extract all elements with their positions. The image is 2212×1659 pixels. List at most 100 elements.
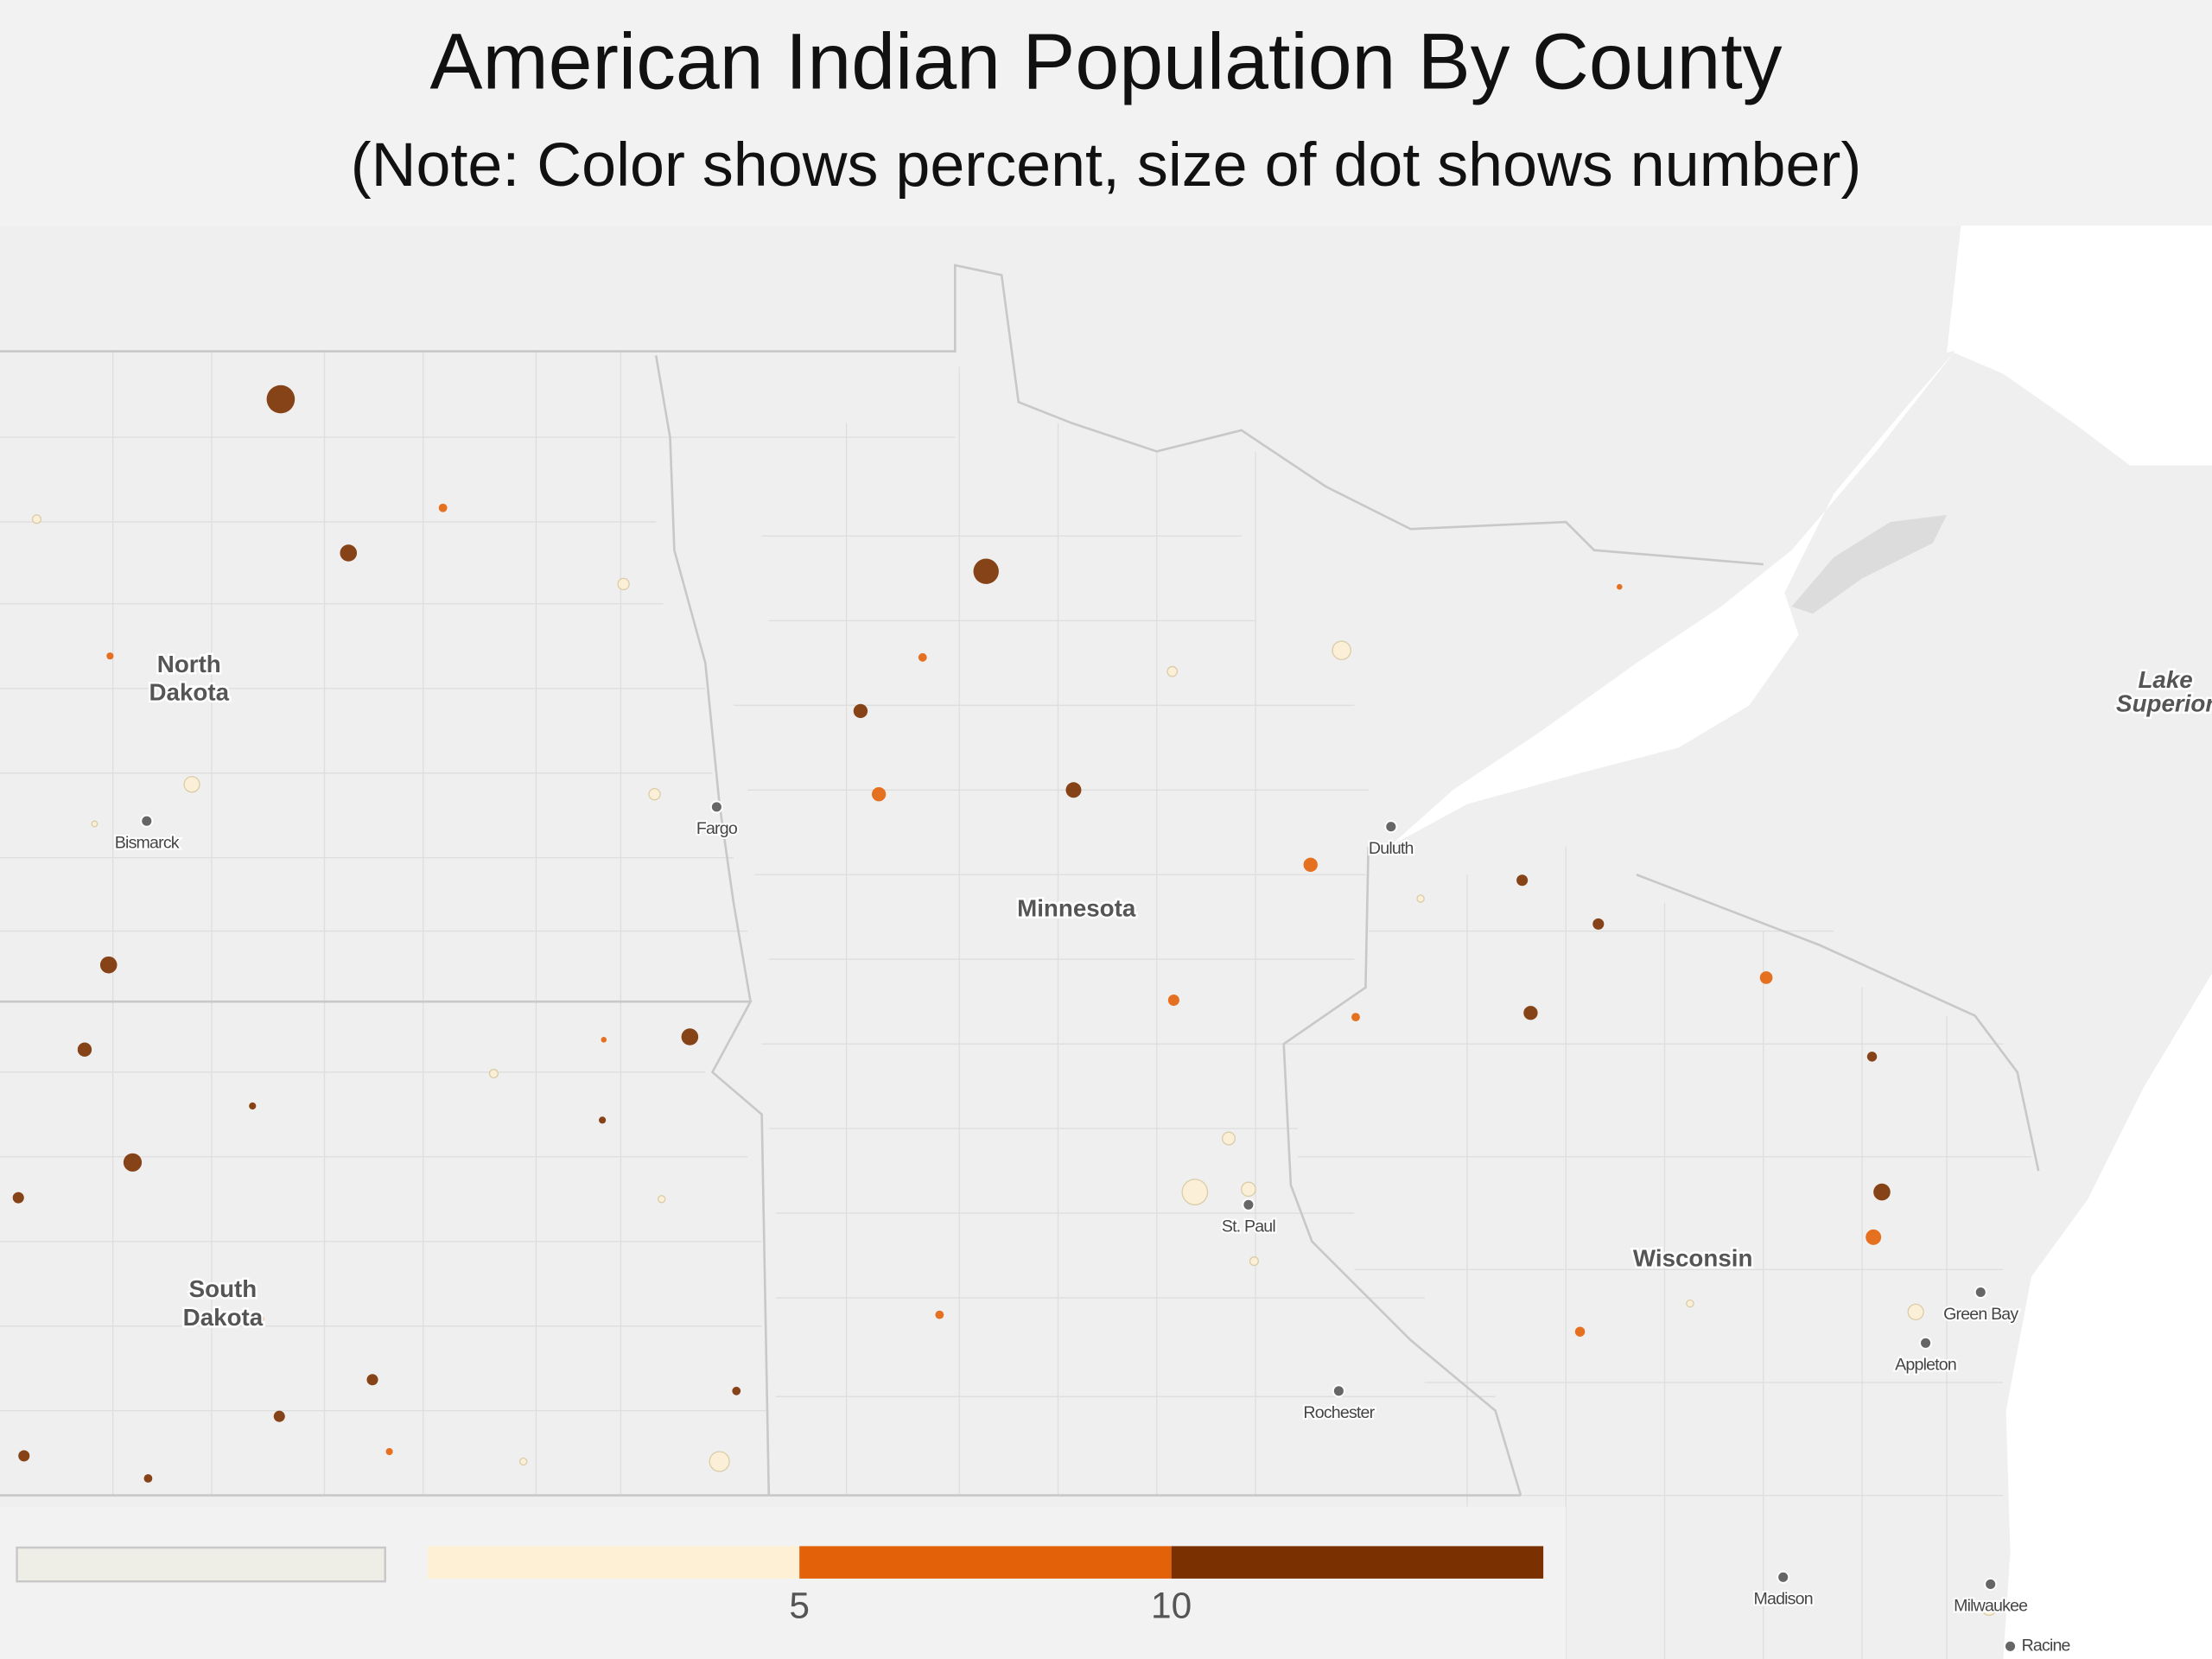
county-dot [1523, 1006, 1538, 1020]
city-marker [140, 814, 154, 828]
county-dot [973, 558, 999, 584]
city-label: Milwaukee [1954, 1597, 2028, 1616]
city-marker [1919, 1336, 1933, 1350]
county-dot [1907, 1303, 1924, 1321]
city-marker [1974, 1286, 1987, 1300]
county-dot [91, 820, 99, 828]
region-label: Dakota [183, 1304, 264, 1331]
city-marker [709, 800, 723, 814]
legend-tick-label: 10 [1151, 1585, 1192, 1625]
county-dot [1574, 1326, 1586, 1337]
county-dot [385, 1447, 393, 1456]
legend-swatch [799, 1546, 1172, 1579]
county-dot [99, 956, 118, 974]
region-label: North [157, 651, 221, 677]
county-dot [488, 1068, 499, 1079]
county-dot [1686, 1299, 1694, 1308]
county-dot [1516, 874, 1529, 887]
state-borders [0, 264, 2040, 1497]
legend-tick-label: 5 [789, 1585, 810, 1625]
county-dot [1241, 1181, 1256, 1198]
county-dot [1873, 1183, 1891, 1201]
county-dot [1617, 583, 1623, 590]
county-dot [1592, 918, 1605, 930]
lake-superior-east [1947, 226, 2212, 353]
county-dot [1351, 1013, 1360, 1022]
county-dot [681, 1028, 699, 1046]
county-dot [732, 1386, 741, 1395]
county-dot [1222, 1131, 1236, 1146]
region-label: Lake [2138, 666, 2192, 693]
legend: 5 10 [16, 1546, 1544, 1625]
county-dot [657, 1195, 666, 1204]
county-dot [340, 544, 358, 562]
county-dot [18, 1450, 30, 1462]
county-dot [518, 1457, 528, 1466]
county-dot [252, 1313, 264, 1325]
city-label: Racine [2022, 1636, 2071, 1655]
city-marker [1777, 1570, 1790, 1584]
county-dot [249, 1102, 257, 1110]
city-label: Appleton [1895, 1356, 1956, 1375]
county-dot [1249, 1256, 1259, 1267]
county-dot [599, 1116, 607, 1124]
county-dot [1181, 1179, 1209, 1205]
county-dots [12, 385, 1997, 1617]
county-dot [709, 1451, 730, 1472]
city-marker [1984, 1577, 1998, 1591]
city-label: Fargo [696, 819, 738, 838]
city-marker [2004, 1639, 2018, 1653]
county-dot [871, 787, 887, 802]
city-marker [1384, 820, 1398, 834]
county-dot [12, 1192, 24, 1204]
city-marker [1332, 1384, 1345, 1398]
county-dot [617, 577, 630, 591]
county-dot [183, 776, 200, 793]
county-dot [1332, 640, 1351, 660]
county-dot [1065, 782, 1082, 798]
city-label: Madison [1754, 1590, 1813, 1609]
county-dot [1981, 1600, 1997, 1617]
county-dot [648, 788, 661, 801]
county-dot [1866, 1229, 1882, 1245]
subtitle: (Note: Color shows percent, size of dot … [351, 130, 1862, 200]
county-lines [0, 351, 2032, 1659]
county-dot [1303, 857, 1318, 872]
city-label: Duluth [1369, 839, 1414, 858]
county-dot [77, 1042, 92, 1057]
place-labels: NorthDakotaSouthDakotaMinnesotaWisconsin… [113, 648, 2212, 1656]
city-label: Bismarck [115, 833, 180, 852]
county-dot [143, 1474, 153, 1483]
county-dot [31, 514, 41, 524]
region-label: Superior [2116, 690, 2212, 717]
legend-null [16, 1546, 386, 1583]
map-area [0, 226, 2212, 1659]
county-dot [1416, 894, 1425, 903]
legend-swatch [1171, 1546, 1544, 1579]
county-dot [1866, 1052, 1878, 1062]
county-dot [123, 1153, 143, 1172]
county-dot [918, 652, 927, 662]
county-dot [935, 1310, 944, 1319]
county-dot [1167, 995, 1179, 1007]
legend-swatch [427, 1546, 800, 1579]
county-dot [853, 703, 868, 719]
city-marker [1242, 1198, 1255, 1211]
isle-royale [1791, 514, 1948, 614]
region-label: Minnesota [1017, 894, 1136, 921]
county-dot [266, 385, 296, 414]
county-dot [273, 1410, 285, 1422]
county-dot [1759, 971, 1773, 984]
region-label: Dakota [149, 679, 230, 706]
county-dot [366, 1374, 378, 1386]
title: American Indian Population By County [430, 18, 1783, 106]
city-label: Green Bay [1943, 1305, 2018, 1324]
region-label: South [189, 1275, 257, 1302]
legend-area [0, 1506, 1567, 1659]
county-dot [106, 652, 114, 660]
region-label: Wisconsin [1633, 1244, 1753, 1271]
city-label: St. Paul [1222, 1217, 1275, 1236]
lake-michigan [2003, 973, 2212, 1659]
